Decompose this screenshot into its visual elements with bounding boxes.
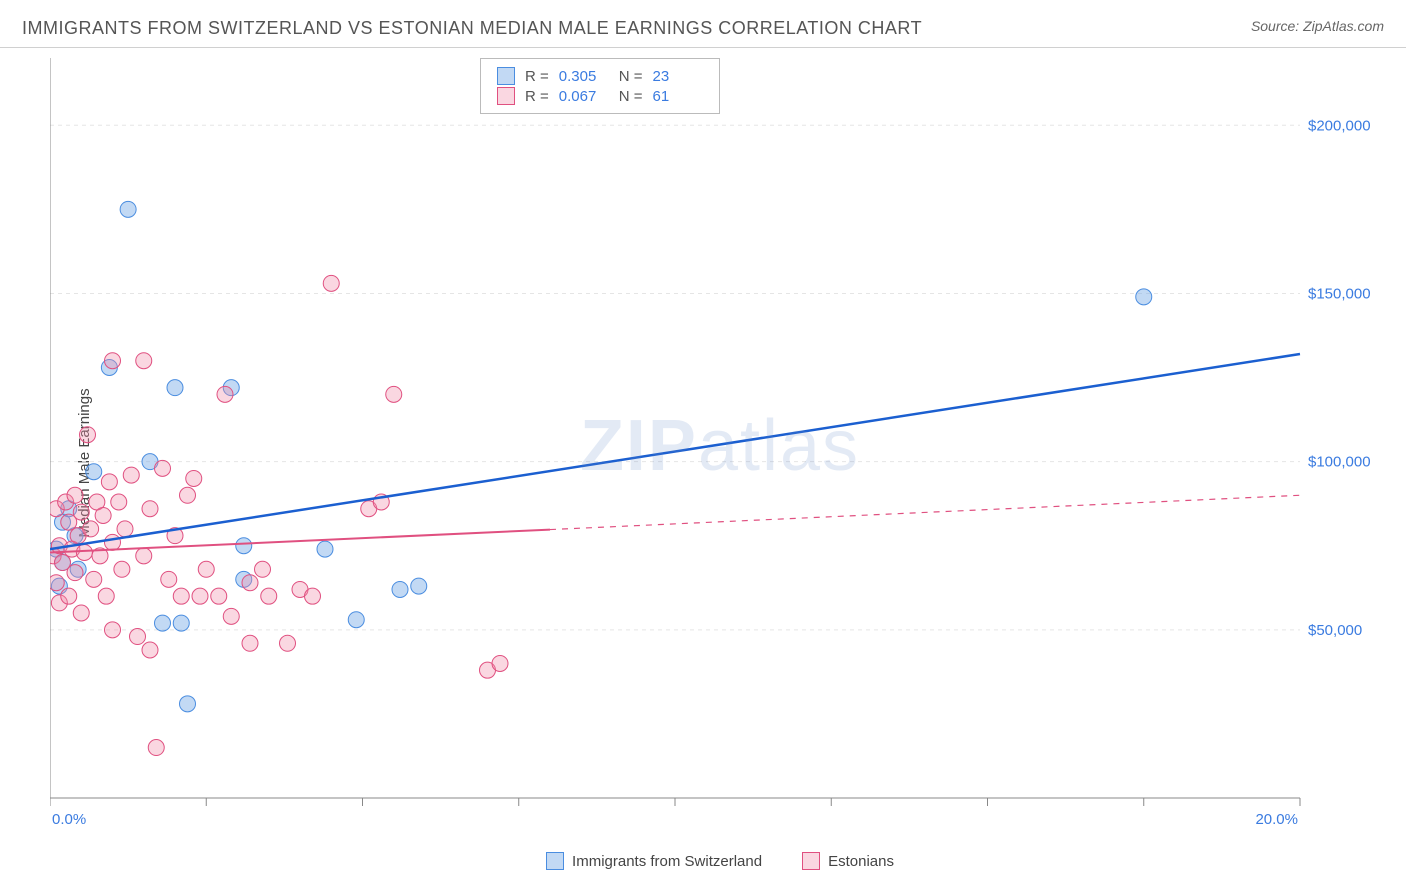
swatch-pink-icon	[802, 852, 820, 870]
stats-legend: R = 0.305 N = 23 R = 0.067 N = 61	[480, 58, 720, 114]
svg-text:$50,000: $50,000	[1308, 622, 1362, 639]
legend-label-swiss: Immigrants from Switzerland	[572, 853, 762, 870]
source-name: ZipAtlas.com	[1303, 18, 1384, 34]
n-label-2: N =	[619, 88, 643, 105]
svg-text:$100,000: $100,000	[1308, 454, 1371, 471]
legend-item-est: Estonians	[802, 852, 894, 870]
swatch-blue-icon	[546, 852, 564, 870]
swatch-blue-icon	[497, 67, 515, 85]
swatch-pink-icon	[497, 87, 515, 105]
svg-text:$150,000: $150,000	[1308, 285, 1371, 302]
n-value-swiss: 23	[653, 68, 703, 85]
svg-text:20.0%: 20.0%	[1255, 811, 1298, 828]
svg-text:0.0%: 0.0%	[52, 811, 86, 828]
legend-item-swiss: Immigrants from Switzerland	[546, 852, 762, 870]
r-value-est: 0.067	[559, 88, 609, 105]
legend-label-est: Estonians	[828, 853, 894, 870]
chart-svg: $50,000 $100,000 $150,000 $200,000 0.0% 20.0%	[50, 48, 1390, 878]
stats-row-est: R = 0.067 N = 61	[497, 87, 703, 105]
chart-area: Median Male Earnings $50,000$100,000$150…	[0, 48, 1406, 878]
chart-title: IMMIGRANTS FROM SWITZERLAND VS ESTONIAN …	[22, 18, 922, 39]
stats-row-swiss: R = 0.305 N = 23	[497, 67, 703, 85]
svg-text:$200,000: $200,000	[1308, 117, 1371, 134]
series-legend: Immigrants from Switzerland Estonians	[50, 852, 1390, 870]
n-label: N =	[619, 68, 643, 85]
source-prefix: Source:	[1251, 18, 1303, 34]
n-value-est: 61	[653, 88, 703, 105]
source-attribution: Source: ZipAtlas.com	[1251, 18, 1384, 34]
r-label: R =	[525, 68, 549, 85]
chart-header: IMMIGRANTS FROM SWITZERLAND VS ESTONIAN …	[0, 0, 1406, 48]
scatter-chart: $50,000 $100,000 $150,000 $200,000 0.0% 20.0%…	[50, 48, 1390, 878]
r-value-swiss: 0.305	[559, 68, 609, 85]
r-label-2: R =	[525, 88, 549, 105]
